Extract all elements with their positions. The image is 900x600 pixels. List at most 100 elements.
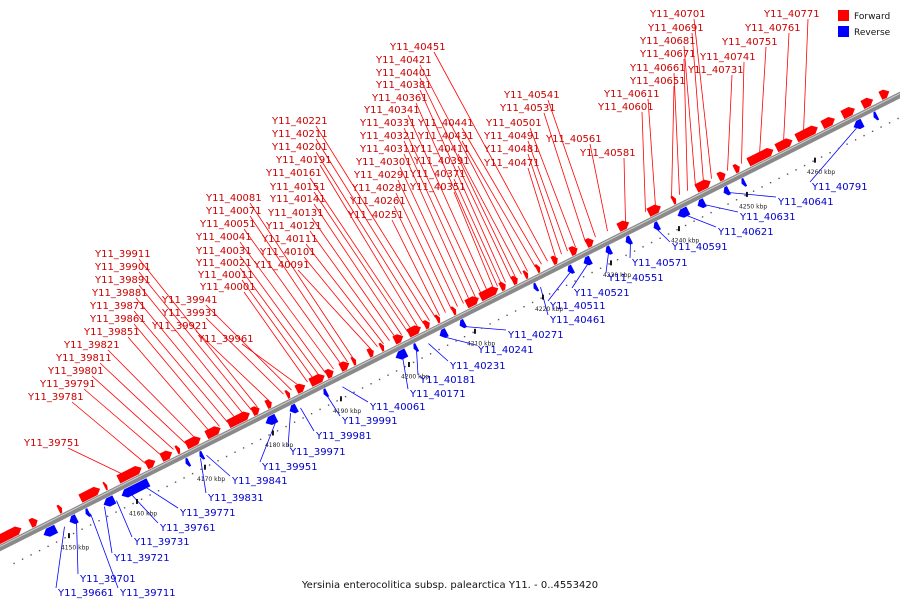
forward-gene xyxy=(716,171,726,182)
scale-minor-tick xyxy=(395,370,398,372)
forward-gene-label: Y11_40691 xyxy=(647,23,704,34)
leader-line xyxy=(403,153,470,301)
leader-line xyxy=(243,228,342,366)
scale-tick-label: 4210 kbp xyxy=(467,340,495,347)
reverse-gene xyxy=(199,450,206,460)
scale-minor-tick xyxy=(574,280,576,282)
forward-gene-label: Y11_39791 xyxy=(39,379,96,390)
reverse-gene-label: Y11_40061 xyxy=(369,402,426,413)
scale-major-tick xyxy=(814,157,816,163)
forward-gene xyxy=(378,342,385,352)
forward-gene-label: Y11_40121 xyxy=(265,221,322,232)
forward-gene-label: Y11_39961 xyxy=(197,334,254,345)
leader-line xyxy=(305,243,384,345)
leader-line xyxy=(728,192,777,198)
scale-minor-tick xyxy=(344,395,347,398)
leader-line xyxy=(71,401,146,464)
forward-gene-label: Y11_39861 xyxy=(89,314,146,325)
forward-gene xyxy=(159,450,173,462)
leader-line xyxy=(130,493,159,524)
forward-gene xyxy=(568,246,578,256)
forward-gene-label: Y11_39851 xyxy=(83,327,140,338)
forward-gene xyxy=(144,459,156,470)
forward-gene-label: Y11_40581 xyxy=(579,148,636,159)
forward-gene-label: Y11_40301 xyxy=(355,157,412,168)
leader-line xyxy=(407,114,488,292)
scale-minor-tick xyxy=(769,181,772,184)
reverse-gene-label: Y11_40551 xyxy=(607,273,664,284)
scale-minor-tick xyxy=(404,365,406,368)
reverse-gene-label: Y11_40181 xyxy=(419,375,476,386)
forward-gene xyxy=(350,356,357,366)
leader-line xyxy=(239,267,320,377)
forward-gene xyxy=(840,107,855,120)
forward-gene xyxy=(510,275,518,286)
reverse-gene-label: Y11_40791 xyxy=(811,182,868,193)
forward-gene xyxy=(478,286,499,302)
forward-gene xyxy=(646,204,661,217)
scale-minor-tick xyxy=(472,331,474,334)
scale-minor-tick xyxy=(191,472,194,475)
forward-gene-label: Y11_40661 xyxy=(629,63,686,74)
leader-line xyxy=(259,419,277,463)
backbone-line xyxy=(0,91,900,552)
forward-gene xyxy=(522,270,529,280)
leader-line xyxy=(402,356,409,390)
scale-minor-tick xyxy=(880,126,882,128)
leader-line xyxy=(239,241,334,370)
forward-gene xyxy=(498,281,506,292)
scale-minor-tick xyxy=(30,554,32,556)
forward-gene-label: Y11_40481 xyxy=(483,144,540,155)
scale-minor-tick xyxy=(81,528,83,530)
reverse-gene xyxy=(533,282,540,292)
scale-tick-label: 4150 kbp xyxy=(61,545,89,552)
scale-minor-tick xyxy=(599,267,602,269)
forward-gene-label: Y11_40471 xyxy=(483,158,540,169)
scale-major-tick xyxy=(340,396,342,402)
scale-minor-tick xyxy=(302,417,304,419)
forward-gene xyxy=(324,368,334,379)
forward-gene-label: Y11_40561 xyxy=(545,134,602,145)
leader-line xyxy=(683,45,696,187)
leader-line xyxy=(99,362,186,444)
reverse-gene-label: Y11_40511 xyxy=(549,301,606,312)
forward-gene-label: Y11_39931 xyxy=(161,308,218,319)
forward-gene-label: Y11_40331 xyxy=(359,118,416,129)
leader-line xyxy=(315,138,430,321)
legend: Forward Reverse xyxy=(838,10,891,38)
leader-line xyxy=(311,217,396,338)
scale-minor-tick xyxy=(21,558,24,560)
leader-line xyxy=(326,394,341,417)
leader-line xyxy=(249,202,354,360)
forward-gene-label: Y11_40041 xyxy=(195,232,252,243)
forward-gene-label: Y11_40261 xyxy=(349,196,406,207)
gene-features xyxy=(0,89,890,545)
legend-reverse-swatch xyxy=(838,26,849,37)
reverse-gene xyxy=(265,413,279,425)
scale-major-tick xyxy=(408,362,410,368)
scale-minor-tick xyxy=(72,532,75,535)
leader-line xyxy=(297,269,372,351)
scale-minor-tick xyxy=(438,348,440,351)
scale-major-tick xyxy=(204,464,206,470)
forward-gene-label: Y11_40311 xyxy=(359,144,416,155)
forward-gene-label: Y11_40751 xyxy=(721,37,778,48)
scale-minor-tick xyxy=(642,246,644,248)
forward-gene-label: Y11_40421 xyxy=(375,55,432,66)
leader-line xyxy=(241,279,314,380)
leader-line xyxy=(457,153,522,275)
forward-gene xyxy=(616,220,630,232)
leader-line xyxy=(313,191,408,332)
scale-minor-tick xyxy=(888,122,891,124)
scale-minor-tick xyxy=(846,143,848,145)
scale-minor-tick xyxy=(336,400,338,402)
leader-line xyxy=(393,205,446,313)
leader-line xyxy=(543,112,586,243)
scale-tick-label: 4250 kbp xyxy=(739,203,767,210)
forward-gene-label: Y11_39801 xyxy=(47,366,104,377)
leader-line xyxy=(673,72,680,195)
scale-minor-tick xyxy=(871,130,874,133)
scale-minor-tick xyxy=(761,186,763,188)
scale-minor-tick xyxy=(803,164,806,167)
leader-line xyxy=(547,99,596,238)
